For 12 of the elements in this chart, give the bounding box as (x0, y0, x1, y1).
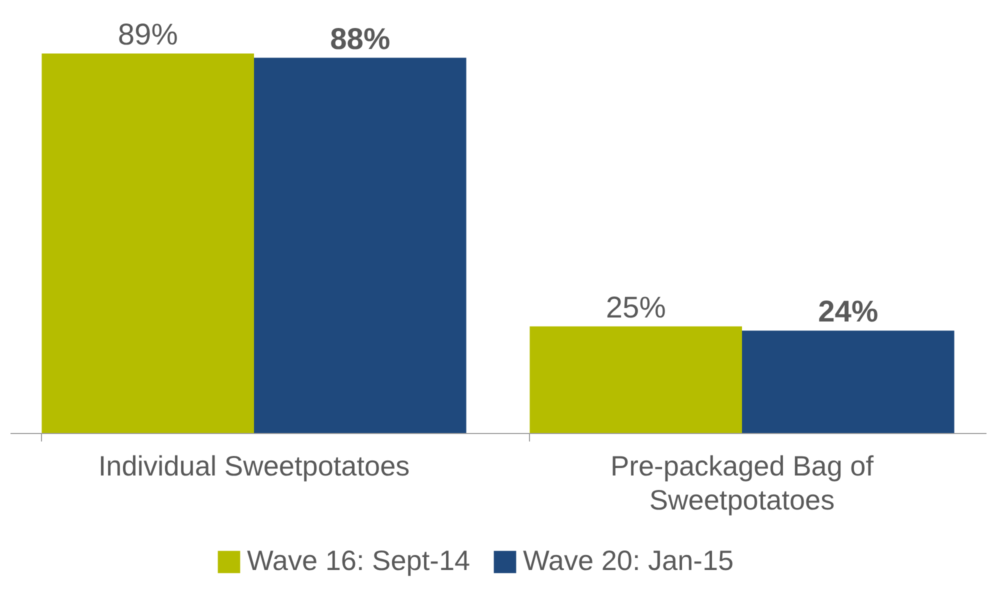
data-label: 25% (606, 291, 666, 324)
bar (42, 54, 254, 433)
bar (254, 58, 466, 433)
data-label: 88% (330, 22, 390, 56)
data-label: 24% (818, 296, 878, 329)
x-tick-label: Pre-packaged Bag of Sweetpotatoes (610, 450, 874, 516)
legend-label: Wave 16: Sept-14 (247, 545, 470, 576)
data-label: 89% (118, 18, 178, 52)
bar (742, 330, 954, 433)
legend-label: Wave 20: Jan-15 (523, 545, 734, 576)
bar (530, 326, 742, 433)
x-tick-label: Individual Sweetpotatoes (98, 450, 410, 482)
